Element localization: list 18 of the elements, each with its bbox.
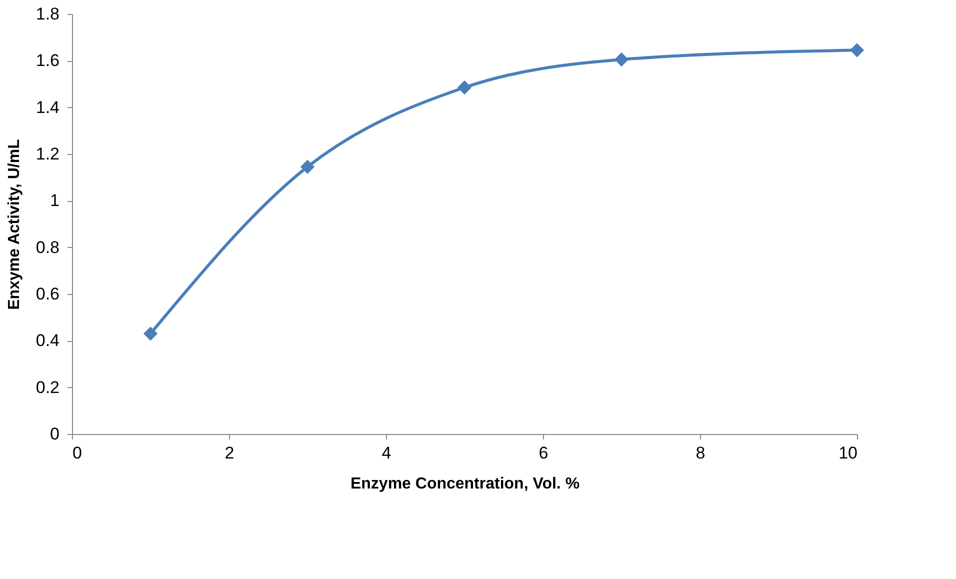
- y-tick-label: 1.6: [36, 51, 60, 70]
- y-tick-label: 0.8: [36, 238, 60, 257]
- x-tick-label: 0: [72, 444, 82, 462]
- y-axis-title: Enxyme Activity, U/mL: [6, 138, 23, 310]
- y-tick-label: 1.8: [36, 4, 60, 24]
- x-tick-label: 8: [696, 444, 706, 462]
- x-tick-label: 6: [538, 444, 548, 462]
- x-axis-title: Enzyme Concentration, Vol. %: [350, 476, 580, 492]
- x-tick-label: 2: [224, 444, 234, 462]
- y-tick-label: 0.2: [36, 378, 60, 397]
- x-tick-label: 4: [382, 444, 392, 462]
- y-tick-label: 1.4: [36, 98, 60, 117]
- y-tick-label: 1.2: [36, 144, 60, 164]
- y-tick-label: 0.6: [36, 284, 60, 304]
- x-tick-label: 10: [838, 444, 858, 462]
- y-tick-label: 0.4: [36, 331, 60, 350]
- y-tick-label: 1: [50, 191, 60, 210]
- y-tick-label: 0: [50, 424, 60, 444]
